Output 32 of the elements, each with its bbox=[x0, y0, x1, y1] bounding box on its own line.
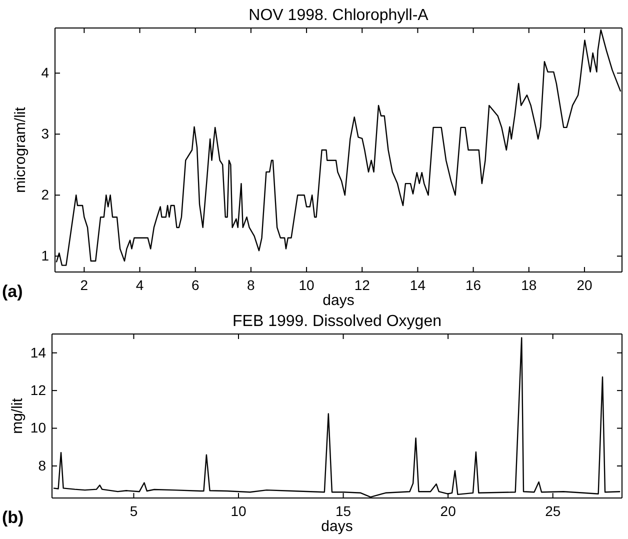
x-tick-label: 6 bbox=[191, 276, 200, 293]
y-axis-title: microgram/lit bbox=[12, 106, 29, 193]
x-tick-label: 4 bbox=[136, 276, 144, 293]
x-tick-label: 8 bbox=[247, 276, 256, 293]
x-axis-title: days bbox=[321, 518, 353, 535]
y-tick-label: 3 bbox=[41, 126, 50, 142]
x-tick-label: 20 bbox=[576, 276, 592, 293]
x-tick-label: 15 bbox=[336, 502, 352, 519]
x-tick-label: 20 bbox=[440, 502, 456, 519]
x-tick-label: 12 bbox=[354, 276, 370, 293]
y-tick-label: 2 bbox=[41, 186, 50, 203]
x-tick-label: 18 bbox=[521, 276, 537, 293]
y-tick-label: 14 bbox=[30, 344, 46, 360]
y-axis-title: mg/lit bbox=[9, 397, 26, 434]
x-tick-label: 25 bbox=[545, 502, 561, 519]
x-tick-label: 10 bbox=[230, 502, 247, 519]
y-tick-label: 10 bbox=[30, 420, 46, 436]
text: (b) bbox=[2, 508, 24, 527]
x-tick-label: 16 bbox=[466, 276, 482, 293]
chart-title: NOV 1998. Chlorophyll-A bbox=[248, 7, 429, 24]
y-tick-label: 12 bbox=[30, 382, 46, 398]
chart-title: FEB 1999. Dissolved Oxygen bbox=[232, 313, 442, 330]
text: (a) bbox=[2, 282, 23, 301]
x-tick-label: 14 bbox=[410, 276, 426, 293]
x-tick-label: 2 bbox=[80, 276, 88, 293]
y-tick-label: 8 bbox=[38, 457, 46, 474]
y-tick-label: 1 bbox=[41, 248, 50, 264]
line-series bbox=[52, 337, 621, 498]
x-tick-label: 5 bbox=[130, 502, 138, 519]
y-tick-label: 4 bbox=[41, 64, 50, 81]
x-axis-title: days bbox=[322, 292, 354, 309]
x-tick-label: 10 bbox=[298, 276, 315, 293]
